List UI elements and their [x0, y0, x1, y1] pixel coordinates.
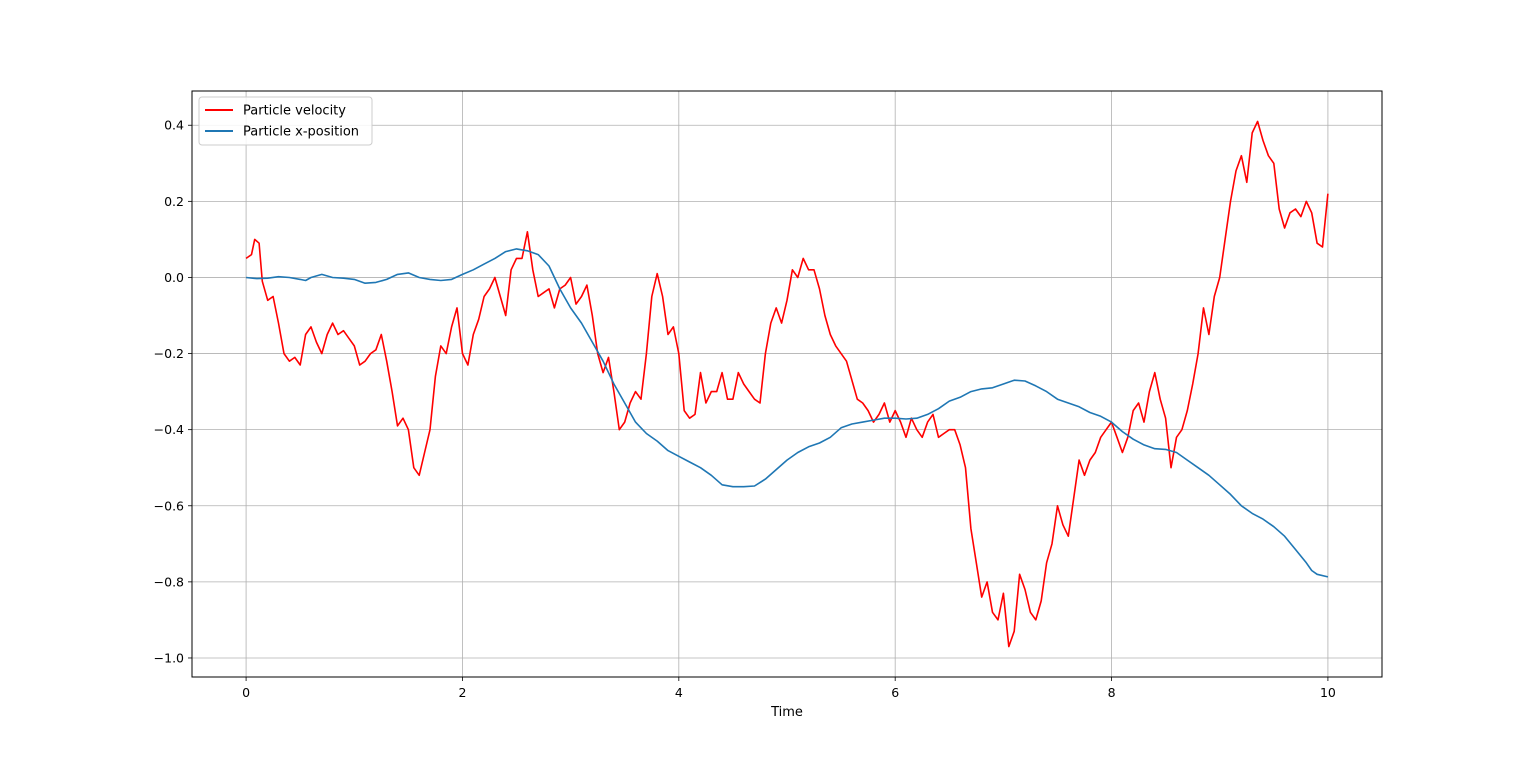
x-tick-label: 2: [458, 685, 466, 700]
y-tick-label: −0.4: [154, 422, 184, 437]
legend-label-position: Particle x-position: [243, 125, 359, 140]
x-tick-label: 6: [891, 685, 899, 700]
x-tick-label: 4: [675, 685, 683, 700]
x-tick-label: 8: [1108, 685, 1116, 700]
y-tick-label: −0.6: [154, 498, 184, 513]
plot-frame: [191, 90, 1383, 678]
y-tick-label: −0.8: [154, 574, 184, 589]
series-line-position: [246, 248, 1329, 578]
x-axis: 0 2 4 6 8 10: [242, 677, 1336, 700]
legend: Particle velocity Particle x-position: [198, 96, 373, 146]
y-tick-label: 0.4: [164, 118, 184, 133]
y-tick-label: −0.2: [154, 346, 184, 361]
series-line-velocity: [245, 120, 1329, 648]
legend-label-velocity: Particle velocity: [243, 104, 346, 119]
y-tick-label: 0.2: [164, 194, 184, 209]
y-tick-label: −1.0: [154, 650, 184, 665]
y-tick-label: 0.0: [164, 270, 184, 285]
series-layer: [245, 120, 1329, 648]
legend-box: [198, 96, 373, 146]
x-tick-label: 0: [242, 685, 250, 700]
x-tick-label: 10: [1320, 685, 1336, 700]
y-axis: 0.4 0.2 0.0 −0.2 −0.4 −0.6 −0.8 −1.0: [154, 118, 192, 665]
x-axis-label: Time: [770, 705, 803, 720]
